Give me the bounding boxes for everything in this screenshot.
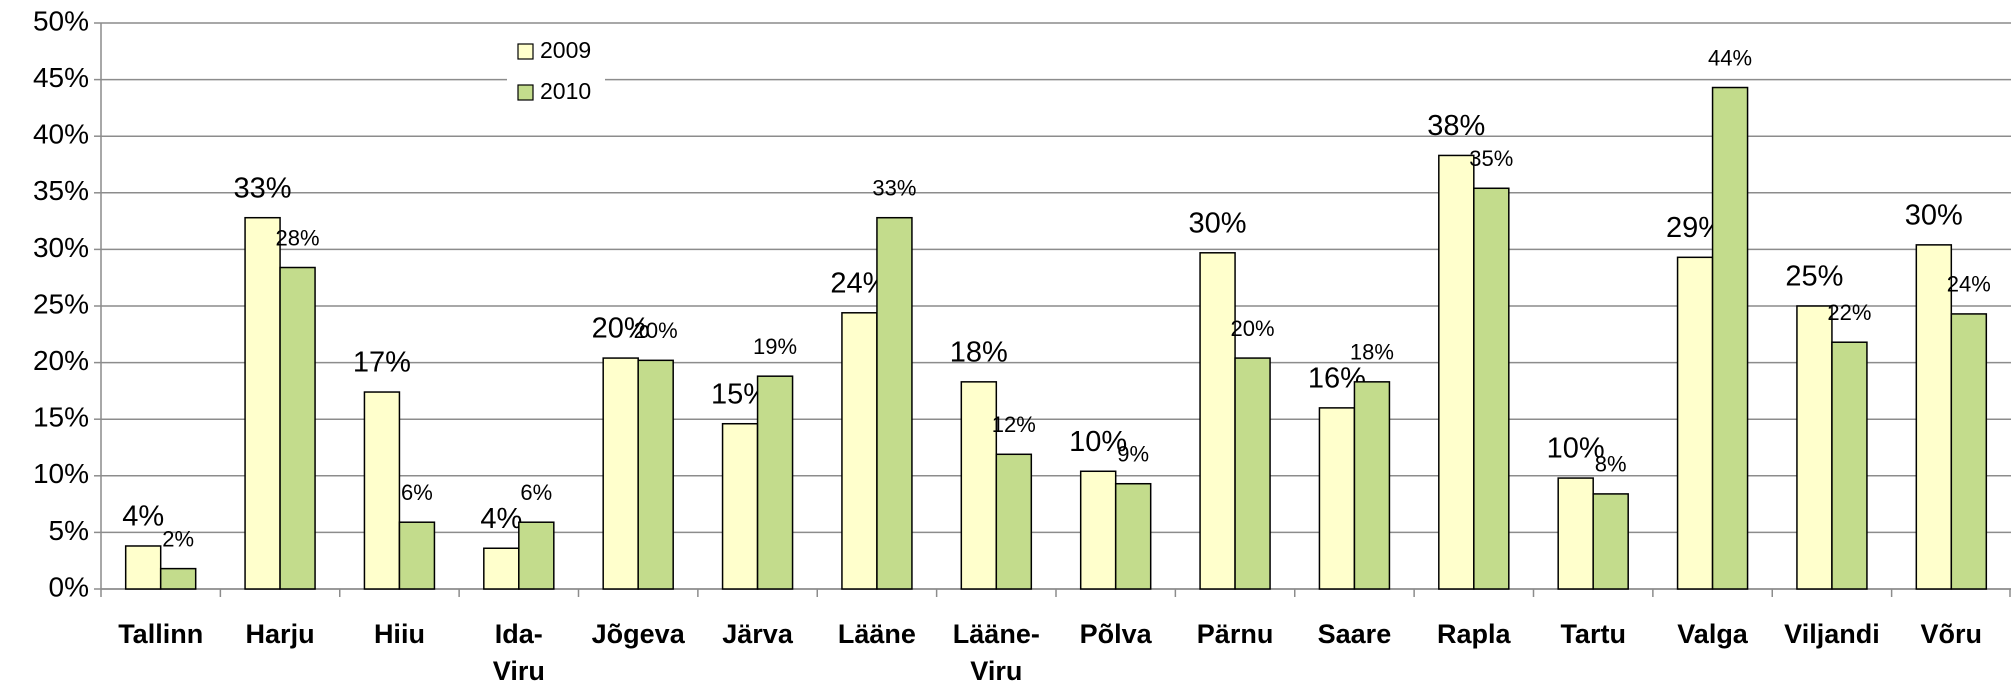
bar (1353, 381, 1391, 590)
x-tick-label: Pärnu (1197, 619, 1274, 649)
x-tick-label: Põlva (1080, 619, 1153, 649)
bar (1438, 154, 1475, 590)
x-tick-label: Tallinn (118, 619, 203, 649)
bar (637, 359, 674, 590)
y-tick-label: 45% (33, 62, 89, 93)
bar (756, 375, 794, 590)
bar (1199, 252, 1236, 590)
data-label: 10% (1547, 433, 1605, 465)
bar (1915, 244, 1953, 590)
data-label: 17% (353, 347, 411, 379)
y-tick-label: 15% (33, 402, 89, 433)
x-tick-label: Jõgeva (592, 619, 686, 649)
bar (1676, 256, 1714, 590)
bar (1831, 341, 1868, 590)
data-label: 4% (480, 503, 522, 535)
bar (1711, 86, 1749, 590)
y-tick-label: 40% (33, 119, 89, 150)
data-label: 28% (276, 225, 320, 250)
x-tick-label: Võru (1921, 619, 1983, 649)
x-tick-label: Ida-Viru (493, 619, 545, 686)
bar (244, 216, 281, 590)
legend-label: 2010 (540, 78, 591, 104)
y-tick-label: 20% (33, 345, 89, 376)
y-tick-label: 50% (33, 5, 89, 36)
data-label: 20% (592, 313, 650, 345)
data-label: 38% (1427, 110, 1485, 142)
x-tick-label: Järva (722, 619, 794, 649)
data-label: 30% (1905, 200, 1963, 232)
x-tick-label: Harju (246, 619, 315, 649)
bar (721, 422, 759, 590)
data-label: 10% (1069, 426, 1127, 458)
data-label: 20% (1231, 316, 1275, 341)
x-tick-label: Lääne (838, 619, 916, 649)
x-tick-label: Viljandi (1784, 619, 1880, 649)
bar (124, 545, 162, 590)
bar (159, 567, 197, 590)
x-tick-label: Rapla (1437, 619, 1512, 649)
data-label: 2% (162, 526, 194, 551)
bar (995, 453, 1033, 590)
data-label: 30% (1189, 207, 1247, 239)
data-label: 18% (1350, 340, 1394, 365)
bar (876, 216, 913, 590)
data-label: 33% (872, 176, 916, 201)
data-label: 22% (1827, 300, 1871, 325)
bar (1796, 305, 1833, 590)
bar (1473, 187, 1510, 590)
bar (279, 266, 316, 590)
y-tick-label: 10% (33, 458, 89, 489)
legend-label: 2009 (540, 37, 591, 63)
bar (363, 391, 401, 590)
legend-swatch (517, 84, 534, 101)
data-label: 33% (234, 172, 292, 204)
bar (1557, 477, 1594, 590)
bar (1950, 313, 1988, 590)
y-tick-label: 25% (33, 288, 89, 319)
data-label: 20% (634, 318, 678, 343)
y-tick-label: 30% (33, 232, 89, 263)
data-label: 25% (1785, 261, 1843, 293)
y-tick-label: 5% (49, 515, 89, 546)
bar (1234, 357, 1271, 590)
data-label: 8% (1595, 452, 1627, 477)
data-label: 9% (1117, 442, 1149, 467)
bar (1114, 482, 1152, 590)
y-tick-label: 35% (33, 175, 89, 206)
x-tick-label: Tartu (1560, 619, 1626, 649)
x-tick-label: Hiiu (374, 619, 425, 649)
data-label: 44% (1708, 45, 1752, 70)
bar (1318, 407, 1356, 590)
data-label: 6% (520, 480, 552, 505)
bar (398, 521, 436, 590)
x-tick-label: Valga (1677, 619, 1749, 649)
x-tick-label: Lääne-Viru (953, 619, 1040, 686)
bar (1592, 493, 1629, 590)
data-label: 4% (122, 501, 164, 533)
data-label: 6% (401, 480, 433, 505)
data-label: 35% (1469, 146, 1513, 171)
y-tick-label: 0% (49, 571, 89, 602)
legend-swatch (517, 43, 534, 60)
x-tick-label: Saare (1318, 619, 1392, 649)
data-label: 24% (1947, 272, 1991, 297)
bar (518, 521, 555, 590)
data-label: 18% (950, 337, 1008, 369)
bar (841, 312, 878, 590)
bar (602, 357, 639, 590)
bar (483, 547, 520, 590)
data-label: 12% (992, 412, 1036, 437)
data-label: 19% (753, 334, 797, 359)
bar (1079, 470, 1117, 590)
